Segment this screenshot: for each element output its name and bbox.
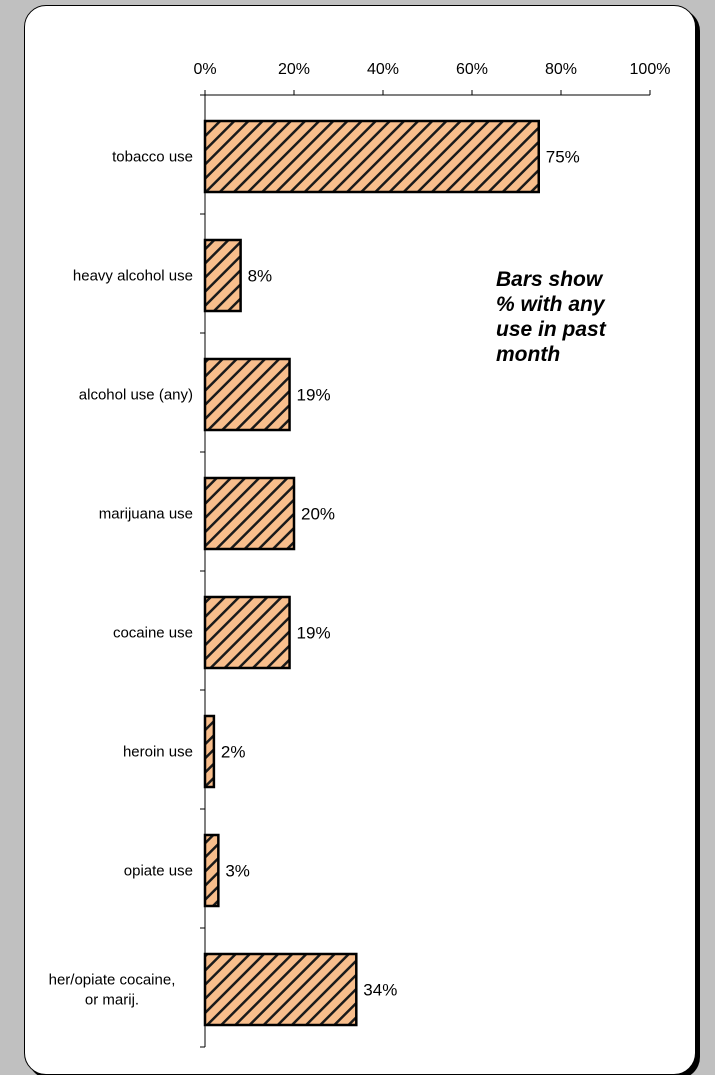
data-label: 3% [225, 862, 250, 881]
y-axis: tobacco use heavy alcohol use alcohol use … [49, 94, 206, 1048]
data-label: 19% [297, 386, 331, 405]
annotation-line: Bars show [496, 268, 603, 291]
bar [203, 833, 220, 908]
bar [203, 595, 291, 670]
category-label: marijuana use [99, 506, 193, 523]
annotation-line: % with any [496, 293, 605, 316]
data-label: 34% [363, 981, 397, 1000]
data-label: 75% [546, 148, 580, 167]
category-label: alcohol use (any) [79, 387, 193, 404]
bar [203, 952, 358, 1027]
category-label: heavy alcohol use [73, 268, 193, 285]
x-axis: 0% 20% 40% 60% 80% 100% [193, 61, 671, 96]
data-label: 19% [297, 624, 331, 643]
category-label: cocaine use [113, 625, 193, 642]
category-label: heroin use [123, 744, 193, 761]
bar [203, 119, 540, 194]
x-tick-label: 100% [630, 61, 671, 78]
data-label: 8% [248, 267, 273, 286]
x-tick-label: 80% [545, 61, 577, 78]
bars: 75% 8% 19% 20% 19% 2% 3% 34% [203, 119, 580, 1027]
data-label: 2% [221, 743, 246, 762]
x-tick-label: 0% [193, 61, 216, 78]
category-label: her/opiate cocaine, or marij. [49, 972, 176, 1009]
bar [203, 238, 242, 313]
category-label-line: or marij. [85, 992, 139, 1009]
category-label: tobacco use [112, 149, 193, 166]
bar [203, 476, 296, 551]
category-label: opiate use [124, 863, 193, 880]
x-tick-label: 40% [367, 61, 399, 78]
data-label: 20% [301, 505, 335, 524]
x-tick-label: 60% [456, 61, 488, 78]
category-label-line: her/opiate cocaine, [49, 972, 176, 989]
bar [203, 714, 216, 789]
annotation-line: month [496, 343, 561, 366]
bar [203, 357, 291, 432]
chart-annotation: Bars show % with any use in past month [496, 267, 666, 367]
annotation-line: use in past [496, 318, 606, 341]
x-tick-label: 20% [278, 61, 310, 78]
